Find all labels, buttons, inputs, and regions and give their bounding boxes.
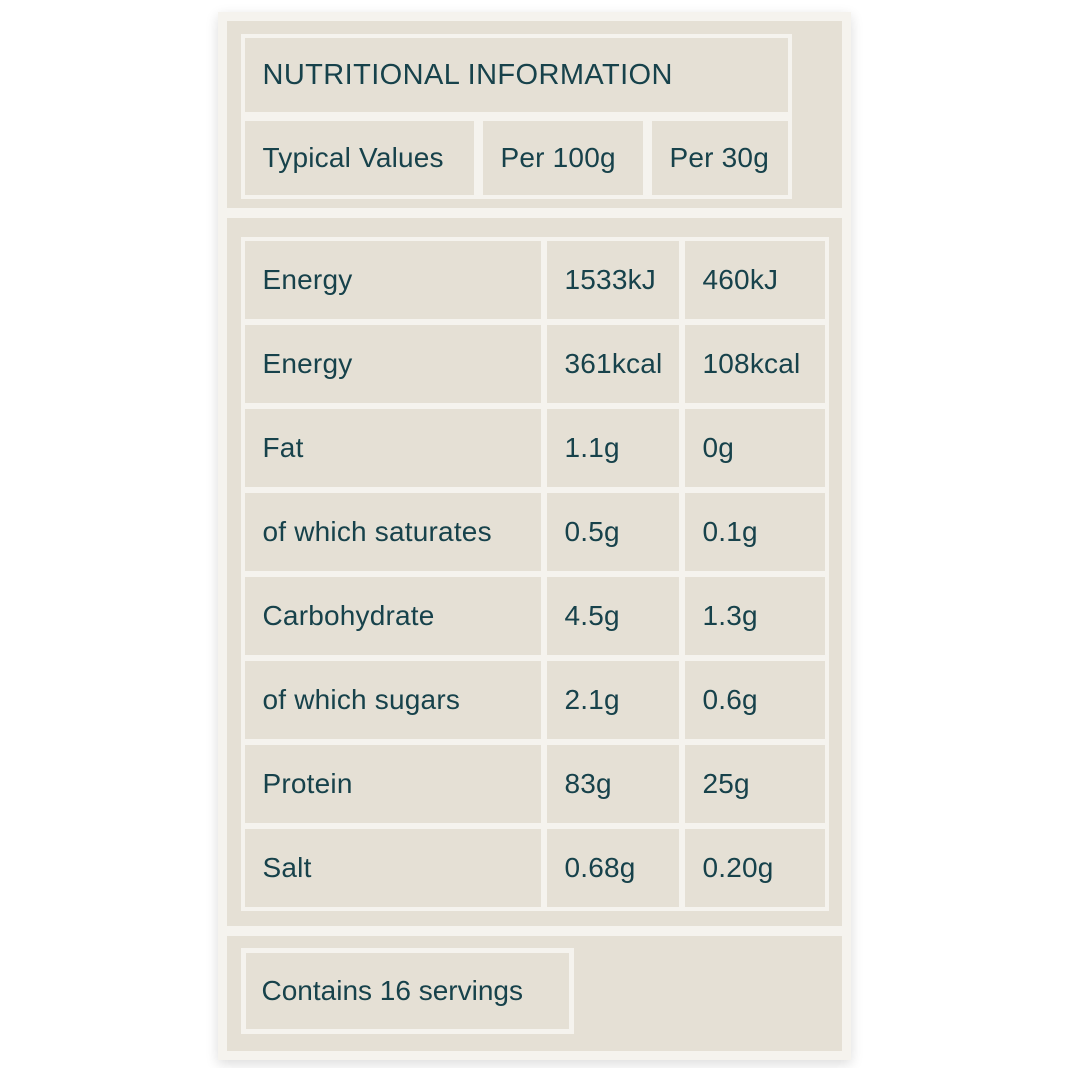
value-per-100g: 0.68g xyxy=(546,829,679,907)
column-header-per-30g: Per 30g xyxy=(651,121,788,195)
value-per-30g: 0g xyxy=(684,409,825,487)
nutrition-label-card: NUTRITIONAL INFORMATION Typical Values P… xyxy=(217,12,851,1060)
header-table: NUTRITIONAL INFORMATION Typical Values P… xyxy=(240,34,792,199)
nutrient-label: Energy xyxy=(244,325,541,403)
nutrient-label: Energy xyxy=(244,241,541,319)
value-per-100g: 0.5g xyxy=(546,493,679,571)
nutrient-label: of which saturates xyxy=(244,493,541,571)
nutrient-label: of which sugars xyxy=(244,661,541,739)
nutrient-label: Salt xyxy=(244,829,541,907)
value-per-30g: 0.20g xyxy=(684,829,825,907)
value-per-30g: 0.6g xyxy=(684,661,825,739)
nutrient-label: Protein xyxy=(244,745,541,823)
value-per-100g: 361kcal xyxy=(546,325,679,403)
column-header-typical-values: Typical Values xyxy=(244,121,474,195)
column-header-per-100g: Per 100g xyxy=(482,121,643,195)
nutrient-label: Carbohydrate xyxy=(244,577,541,655)
nutrition-table-section: Energy 1533kJ 460kJ Energy 361kcal 108kc… xyxy=(226,218,842,926)
value-per-100g: 1533kJ xyxy=(546,241,679,319)
servings-note: Contains 16 servings xyxy=(240,948,574,1034)
value-per-30g: 25g xyxy=(684,745,825,823)
value-per-100g: 4.5g xyxy=(546,577,679,655)
value-per-30g: 1.3g xyxy=(684,577,825,655)
value-per-30g: 108kcal xyxy=(684,325,825,403)
value-per-100g: 2.1g xyxy=(546,661,679,739)
nutrition-table: Energy 1533kJ 460kJ Energy 361kcal 108kc… xyxy=(240,237,829,911)
nutrient-label: Fat xyxy=(244,409,541,487)
footer-section: Contains 16 servings xyxy=(226,936,842,1051)
header-section: NUTRITIONAL INFORMATION Typical Values P… xyxy=(226,21,842,208)
value-per-30g: 460kJ xyxy=(684,241,825,319)
table-title: NUTRITIONAL INFORMATION xyxy=(244,38,788,112)
value-per-100g: 83g xyxy=(546,745,679,823)
value-per-100g: 1.1g xyxy=(546,409,679,487)
value-per-30g: 0.1g xyxy=(684,493,825,571)
